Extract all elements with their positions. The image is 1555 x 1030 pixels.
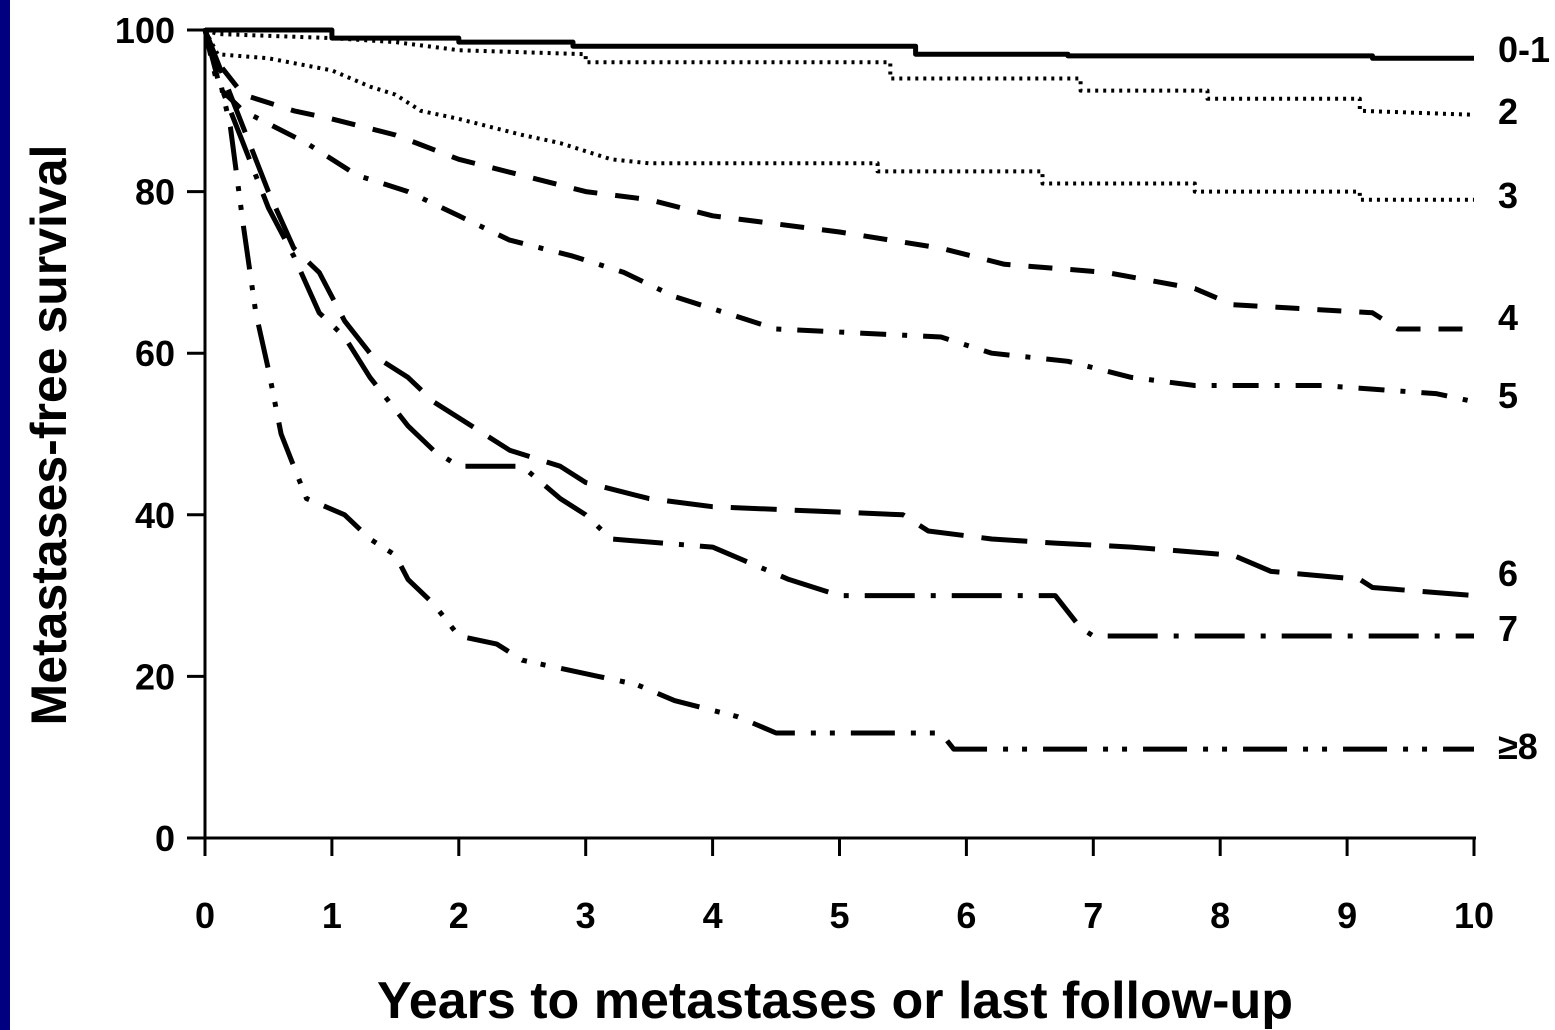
series-label-8: ≥8	[1498, 726, 1538, 767]
chart-figure: 0 1 2 3 4 5 6 7 8 9 10 0 20 40 60 80 100 0-1 2 3 4 5 6 7 ≥8 Met…	[10, 0, 1555, 1030]
series-line-5	[202, 29, 1475, 405]
axes	[203, 28, 1476, 840]
series-layer	[202, 27, 1475, 752]
x-tick-label: 9	[1337, 895, 1357, 936]
series-line-1	[205, 27, 1474, 61]
series-label-7: 7	[1498, 608, 1518, 649]
series-labels: 0-1 2 3 4 5 6 7 ≥8	[1498, 29, 1550, 767]
x-axis-title: Years to metastases or last follow-up	[377, 972, 1293, 1030]
x-tick-label: 6	[956, 895, 976, 936]
series-label-4: 4	[1498, 297, 1518, 338]
x-tick-label: 1	[322, 895, 342, 936]
y-tick-label: 0	[155, 818, 175, 859]
y-tick-label: 60	[135, 333, 175, 374]
series-label-2: 2	[1498, 91, 1518, 132]
series-line-2	[204, 28, 1475, 117]
x-tick-label: 7	[1083, 895, 1103, 936]
y-tick-label: 20	[135, 656, 175, 697]
x-tick-label: 5	[829, 895, 849, 936]
y-axis-title: Metastases-free survival	[21, 145, 77, 726]
x-tick-label: 2	[449, 895, 469, 936]
x-tick-label: 10	[1454, 895, 1494, 936]
series-label-6: 6	[1498, 553, 1518, 594]
series-line-8	[202, 29, 1474, 752]
series-label-5: 5	[1498, 375, 1518, 416]
series-label-3: 3	[1498, 175, 1518, 216]
x-tick-label: 4	[703, 895, 723, 936]
series-label-1: 0-1	[1498, 29, 1550, 70]
series-line-4	[202, 29, 1474, 332]
series-line-6	[202, 29, 1475, 599]
x-tick-label: 0	[195, 895, 215, 936]
y-tick-label: 100	[115, 10, 175, 51]
y-tick-label: 80	[135, 172, 175, 213]
x-tick-label: 8	[1210, 895, 1230, 936]
series-line-7	[202, 29, 1474, 639]
y-tick-label: 40	[135, 495, 175, 536]
x-tick-label: 3	[576, 895, 596, 936]
